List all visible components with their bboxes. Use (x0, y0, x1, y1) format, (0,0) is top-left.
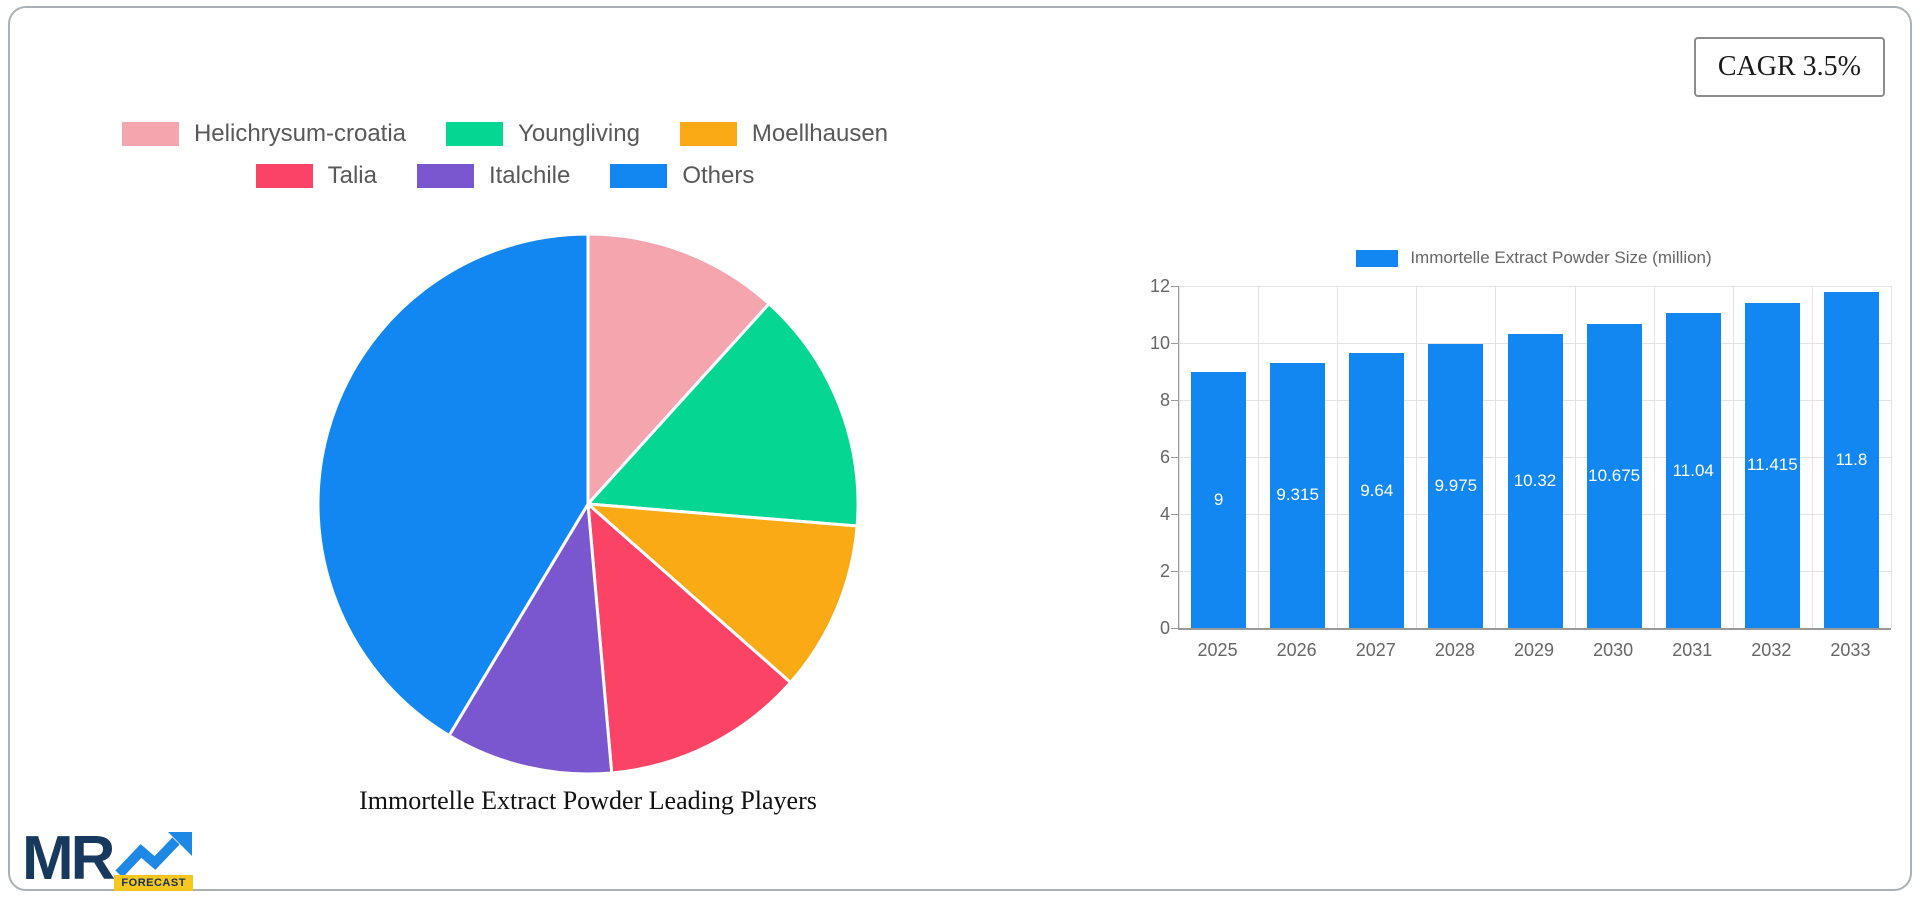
v-gridline (1179, 286, 1180, 628)
x-axis-label: 2027 (1355, 640, 1396, 660)
legend-swatch (610, 164, 668, 188)
bar-chart: Immortelle Extract Powder Size (million)… (1150, 240, 1920, 680)
v-gridline (1811, 286, 1813, 628)
x-axis-label: 2033 (1830, 640, 1871, 660)
v-gridline (1891, 286, 1892, 628)
pie-title: Immortelle Extract Powder Leading Player… (359, 786, 817, 815)
x-axis-label: 2031 (1672, 640, 1713, 660)
bar-value-label: 9.315 (1276, 485, 1319, 505)
legend-label: Moellhausen (751, 120, 889, 147)
v-gridline (1653, 286, 1655, 628)
y-tick (1171, 628, 1178, 629)
bar-plot-area: 9 9.315 9.64 9.975 10.32 10.675 11.04 11.415 11.… (1171, 286, 1892, 630)
v-gridline (1495, 286, 1497, 628)
bar-2029: 10.32 (1507, 333, 1563, 628)
bar-value-label: 10.675 (1588, 465, 1641, 485)
y-tick (1171, 286, 1178, 287)
legend-swatch (255, 164, 313, 188)
legend-swatch (679, 122, 737, 146)
legend-swatch (121, 122, 179, 146)
v-gridline (1732, 286, 1734, 628)
bar-value-label: 9.975 (1434, 475, 1478, 495)
bar-2031: 11.04 (1665, 313, 1721, 628)
bar-value-label: 11.04 (1672, 460, 1714, 480)
pie-slice-youngliving (586, 302, 860, 528)
legend-item: Talia (255, 162, 377, 190)
bar-legend-swatch (1356, 249, 1399, 267)
h-gridline (1179, 286, 1891, 287)
bar-2028: 9.975 (1428, 343, 1484, 628)
legend-label: Others (682, 162, 755, 189)
trend-arrow-icon (115, 832, 193, 878)
bar-value-label: 9.64 (1360, 480, 1394, 500)
logo-forecast-badge: FORECAST (114, 875, 193, 891)
legend-item: Others (610, 162, 754, 190)
legend-label: Youngliving (518, 120, 640, 147)
pie-chart (316, 232, 860, 776)
v-gridline (1337, 286, 1339, 628)
legend-item: Italchile (416, 162, 571, 190)
x-axis-label: 2028 (1434, 640, 1475, 660)
bar-2032: 11.415 (1744, 302, 1800, 628)
y-tick (1171, 571, 1178, 572)
x-axis-label: 2029 (1513, 640, 1555, 660)
y-axis-label: 2 (1159, 561, 1170, 581)
bar-chart-legend: Immortelle Extract Powder Size (million) (1178, 248, 1890, 268)
pie-slice-talia (586, 502, 793, 775)
bar-value-label: 11.8 (1835, 449, 1868, 469)
x-axis-label: 2030 (1593, 640, 1634, 660)
legend-swatch (416, 164, 474, 188)
legend-swatch (446, 122, 504, 146)
x-axis-label: 2026 (1276, 640, 1317, 660)
logo-mr-text: MR (22, 824, 115, 893)
y-tick (1171, 400, 1178, 401)
bar-value-label: 9 (1213, 489, 1224, 509)
y-axis-label: 6 (1159, 447, 1170, 467)
pie-slice-moellhausen (586, 502, 859, 685)
legend-label: Helichrysum-croatia (193, 120, 407, 147)
legend-item: Moellhausen (679, 120, 889, 148)
pie-legend-row: Helichrysum-croatia Youngliving Moellhause… (100, 120, 910, 148)
legend-item: Helichrysum-croatia (121, 120, 407, 148)
v-gridline (1258, 286, 1260, 628)
x-axis-label: 2025 (1197, 640, 1238, 660)
pie-legend-row: Talia Italchile Others (100, 162, 910, 190)
legend-item: Youngliving (446, 120, 640, 148)
y-axis-label: 0 (1159, 618, 1170, 638)
cagr-badge: CAGR 3.5% (1693, 37, 1885, 97)
bar-2033: 11.8 (1823, 291, 1879, 628)
y-tick (1171, 457, 1178, 458)
y-tick (1171, 343, 1178, 344)
y-tick (1171, 514, 1178, 515)
y-axis-label: 8 (1159, 390, 1170, 410)
bar-2025: 9 (1191, 371, 1247, 628)
bar-2027: 9.64 (1349, 353, 1405, 628)
v-gridline (1574, 286, 1576, 628)
pie-slice-helichrysum-croatia (586, 232, 771, 506)
legend-label: Talia (327, 162, 377, 189)
legend-label: Italchile (488, 162, 571, 189)
bar-value-label: 11.415 (1746, 455, 1798, 475)
pie-legend: Helichrysum-croatia Youngliving Moellhause… (100, 120, 910, 204)
pie-slice-others (316, 232, 590, 738)
y-axis-label: 12 (1149, 276, 1170, 296)
pie-slice-italchile (447, 502, 614, 776)
bar-2030: 10.675 (1586, 323, 1642, 628)
y-axis-label: 10 (1149, 333, 1170, 353)
y-axis-label: 4 (1159, 504, 1170, 524)
x-axis-label: 2032 (1751, 640, 1792, 660)
mr-forecast-logo: MR FORECAST (22, 824, 193, 893)
bar-value-label: 10.32 (1513, 470, 1557, 490)
bar-2026: 9.315 (1270, 362, 1326, 628)
bar-legend-label: Immortelle Extract Powder Size (million) (1410, 248, 1712, 267)
v-gridline (1416, 286, 1418, 628)
